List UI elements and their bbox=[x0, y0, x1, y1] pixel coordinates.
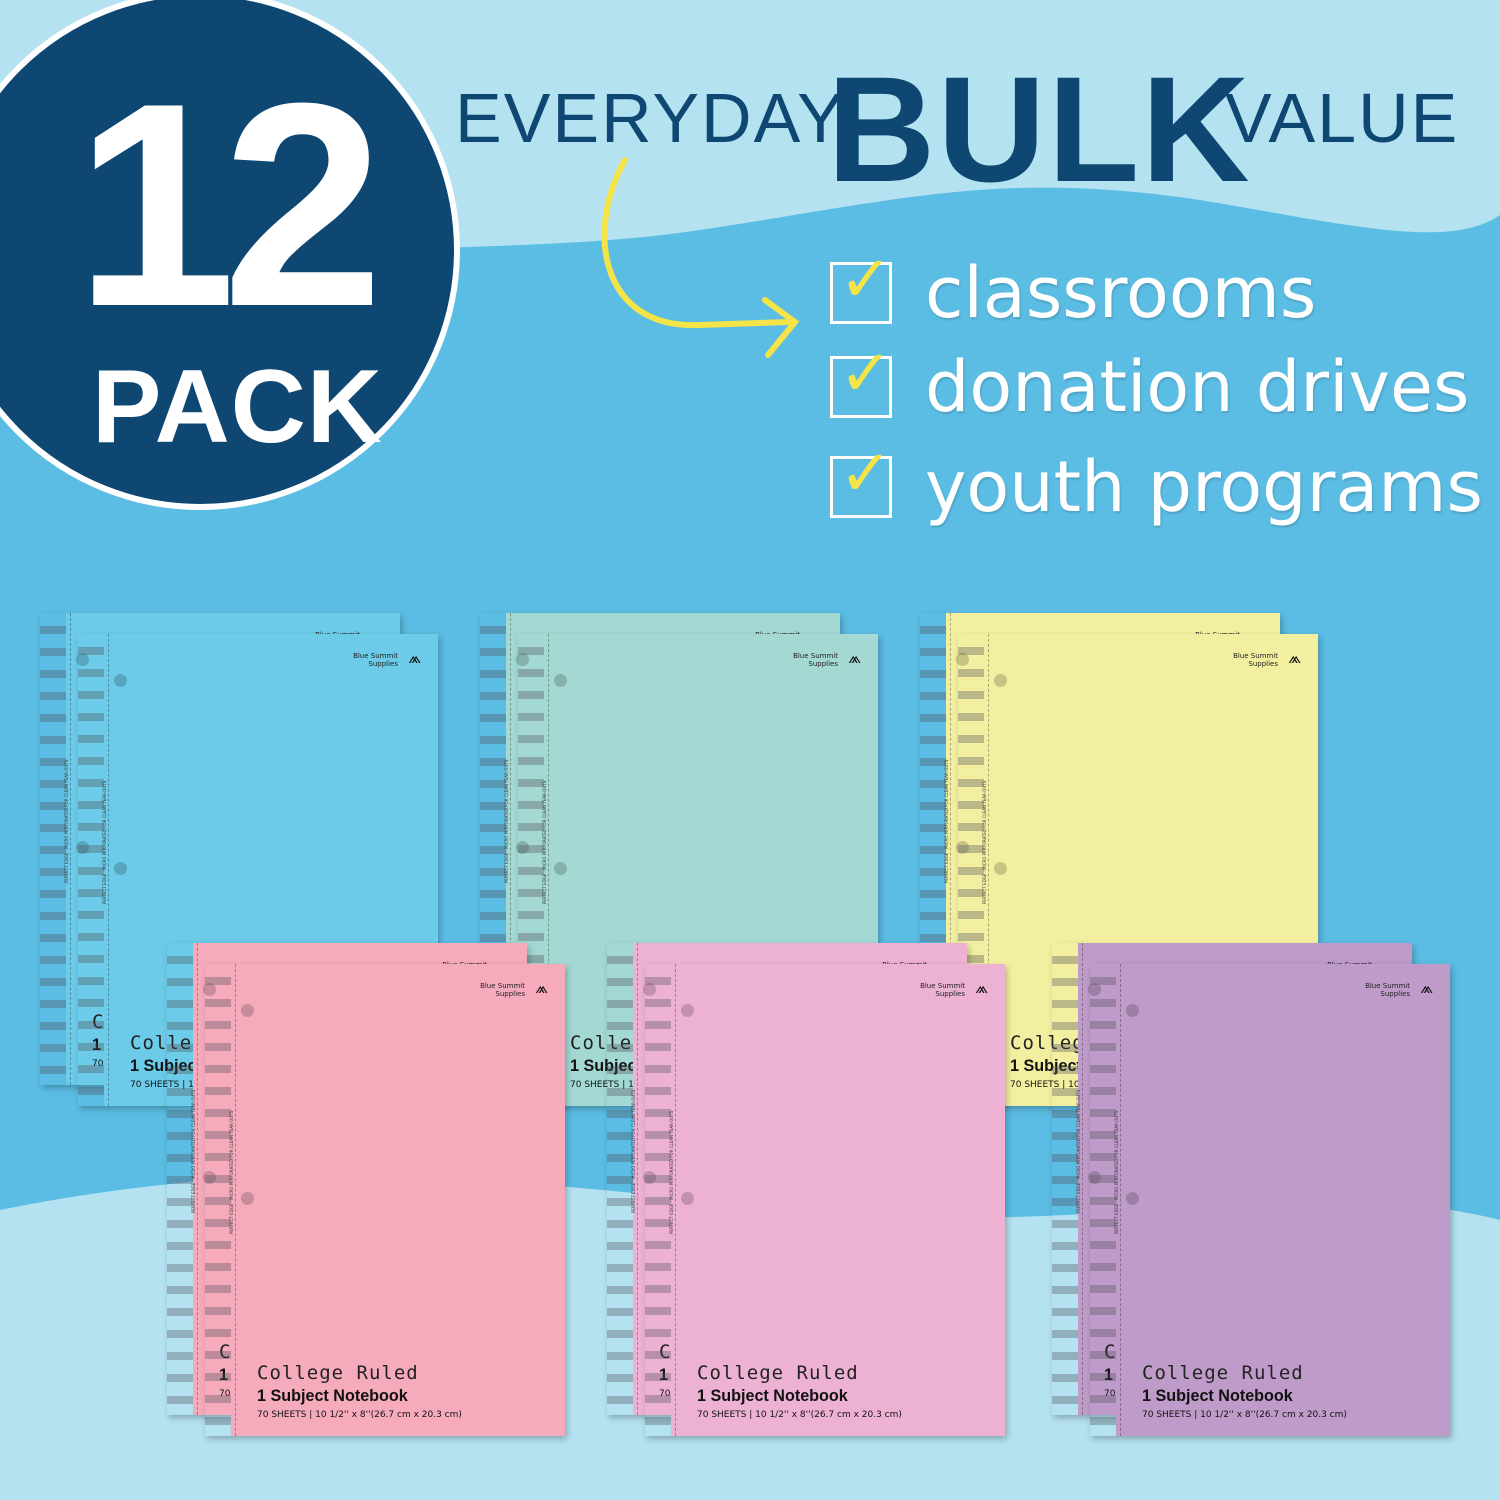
perforation-line bbox=[637, 943, 638, 1415]
perforation-line bbox=[988, 634, 989, 1106]
punch-hole bbox=[114, 674, 127, 687]
perforation-line bbox=[675, 964, 676, 1436]
notebook: PERFECT EDGE · MICRO PERFORATED FOR CLEA… bbox=[205, 964, 565, 1436]
spiral-binding bbox=[40, 619, 66, 1079]
edge-text: PERFECT EDGE · MICRO PERFORATED FOR CLEA… bbox=[102, 780, 107, 904]
punch-hole bbox=[1126, 1192, 1139, 1205]
mountain-logo-icon: ⩕ bbox=[848, 648, 861, 667]
punch-hole bbox=[994, 862, 1007, 875]
type-label: 1 Subject Notebook bbox=[257, 1386, 408, 1405]
spiral-binding bbox=[205, 970, 231, 1430]
edge-text: PERFECT EDGE · MICRO PERFORATED FOR CLEA… bbox=[504, 759, 509, 883]
perforation-line bbox=[197, 943, 198, 1415]
mountain-logo-icon: ⩕ bbox=[408, 648, 421, 667]
punch-hole bbox=[681, 1004, 694, 1017]
edge-text: PERFECT EDGE · MICRO PERFORATED FOR CLEA… bbox=[64, 759, 69, 883]
spiral-binding bbox=[167, 949, 193, 1409]
notebook: PERFECT EDGE · MICRO PERFORATED FOR CLEA… bbox=[645, 964, 1005, 1436]
edge-text: PERFECT EDGE · MICRO PERFORATED FOR CLEA… bbox=[229, 1110, 234, 1234]
perforation-line bbox=[235, 964, 236, 1436]
mountain-logo-icon: ⩕ bbox=[1288, 648, 1301, 667]
pack-label: PACK bbox=[92, 349, 383, 465]
ruling-label: College Ruled bbox=[257, 1362, 419, 1384]
perforation-line bbox=[510, 613, 511, 1085]
edge-text: PERFECT EDGE · MICRO PERFORATED FOR CLEA… bbox=[944, 759, 949, 883]
punch-hole bbox=[114, 862, 127, 875]
checkbox-icon: ✓ bbox=[830, 437, 893, 518]
ruling-label: College Ruled bbox=[697, 1362, 859, 1384]
edge-text: PERFECT EDGE · MICRO PERFORATED FOR CLEA… bbox=[631, 1089, 636, 1213]
edge-text: PERFECT EDGE · MICRO PERFORATED FOR CLEA… bbox=[542, 780, 547, 904]
spiral-binding bbox=[1090, 970, 1116, 1430]
edge-text: PERFECT EDGE · MICRO PERFORATED FOR CLEA… bbox=[1076, 1089, 1081, 1213]
perforation-line bbox=[1082, 943, 1083, 1415]
edge-text: PERFECT EDGE · MICRO PERFORATED FOR CLEA… bbox=[982, 780, 987, 904]
arrow-icon bbox=[601, 157, 793, 329]
punch-hole bbox=[241, 1004, 254, 1017]
notebook: PERFECT EDGE · MICRO PERFORATED FOR CLEA… bbox=[1090, 964, 1450, 1436]
perforation-line bbox=[1120, 964, 1121, 1436]
headline-post: VALUE bbox=[1225, 79, 1460, 157]
checklist-item: youth programs bbox=[925, 446, 1483, 528]
punch-hole bbox=[241, 1192, 254, 1205]
perforation-line bbox=[70, 613, 71, 1085]
specs-label: 70 SHEETS | 10 1/2'' x 8''(26.7 cm x 20.… bbox=[697, 1410, 902, 1420]
specs-label: 70 SHEETS | 10 1/2'' x 8''(26.7 cm x 20.… bbox=[1142, 1410, 1347, 1420]
headline-pre: EVERYDAY bbox=[455, 79, 846, 157]
checkbox-icon: ✓ bbox=[830, 337, 893, 418]
spiral-binding bbox=[645, 970, 671, 1430]
perforation-line bbox=[548, 634, 549, 1106]
checklist-item: classrooms bbox=[925, 252, 1317, 334]
edge-text: PERFECT EDGE · MICRO PERFORATED FOR CLEA… bbox=[191, 1089, 196, 1213]
checklist-item: donation drives bbox=[925, 346, 1470, 428]
punch-hole bbox=[994, 674, 1007, 687]
mountain-logo-icon: ⩕ bbox=[975, 978, 988, 997]
checkbox-icon: ✓ bbox=[830, 243, 893, 324]
type-label: 1 Subject Notebook bbox=[697, 1386, 848, 1405]
type-label: 1 Subject Notebook bbox=[1142, 1386, 1293, 1405]
mountain-logo-icon: ⩕ bbox=[1420, 978, 1433, 997]
pack-badge bbox=[0, 0, 460, 510]
punch-hole bbox=[681, 1192, 694, 1205]
spiral-binding bbox=[1052, 949, 1078, 1409]
edge-text: PERFECT EDGE · MICRO PERFORATED FOR CLEA… bbox=[669, 1110, 674, 1234]
perforation-line bbox=[108, 634, 109, 1106]
punch-hole bbox=[554, 674, 567, 687]
ruling-label: College Ruled bbox=[1142, 1362, 1304, 1384]
specs-label: 70 SHEETS | 10 1/2'' x 8''(26.7 cm x 20.… bbox=[257, 1410, 462, 1420]
spiral-binding bbox=[607, 949, 633, 1409]
edge-text: PERFECT EDGE · MICRO PERFORATED FOR CLEA… bbox=[1114, 1110, 1119, 1234]
headline-main: BULK bbox=[827, 45, 1252, 213]
perforation-line bbox=[950, 613, 951, 1085]
pack-count: 12 bbox=[75, 43, 384, 367]
punch-hole bbox=[1126, 1004, 1139, 1017]
spiral-binding bbox=[78, 640, 104, 1100]
punch-hole bbox=[554, 862, 567, 875]
mountain-logo-icon: ⩕ bbox=[535, 978, 548, 997]
